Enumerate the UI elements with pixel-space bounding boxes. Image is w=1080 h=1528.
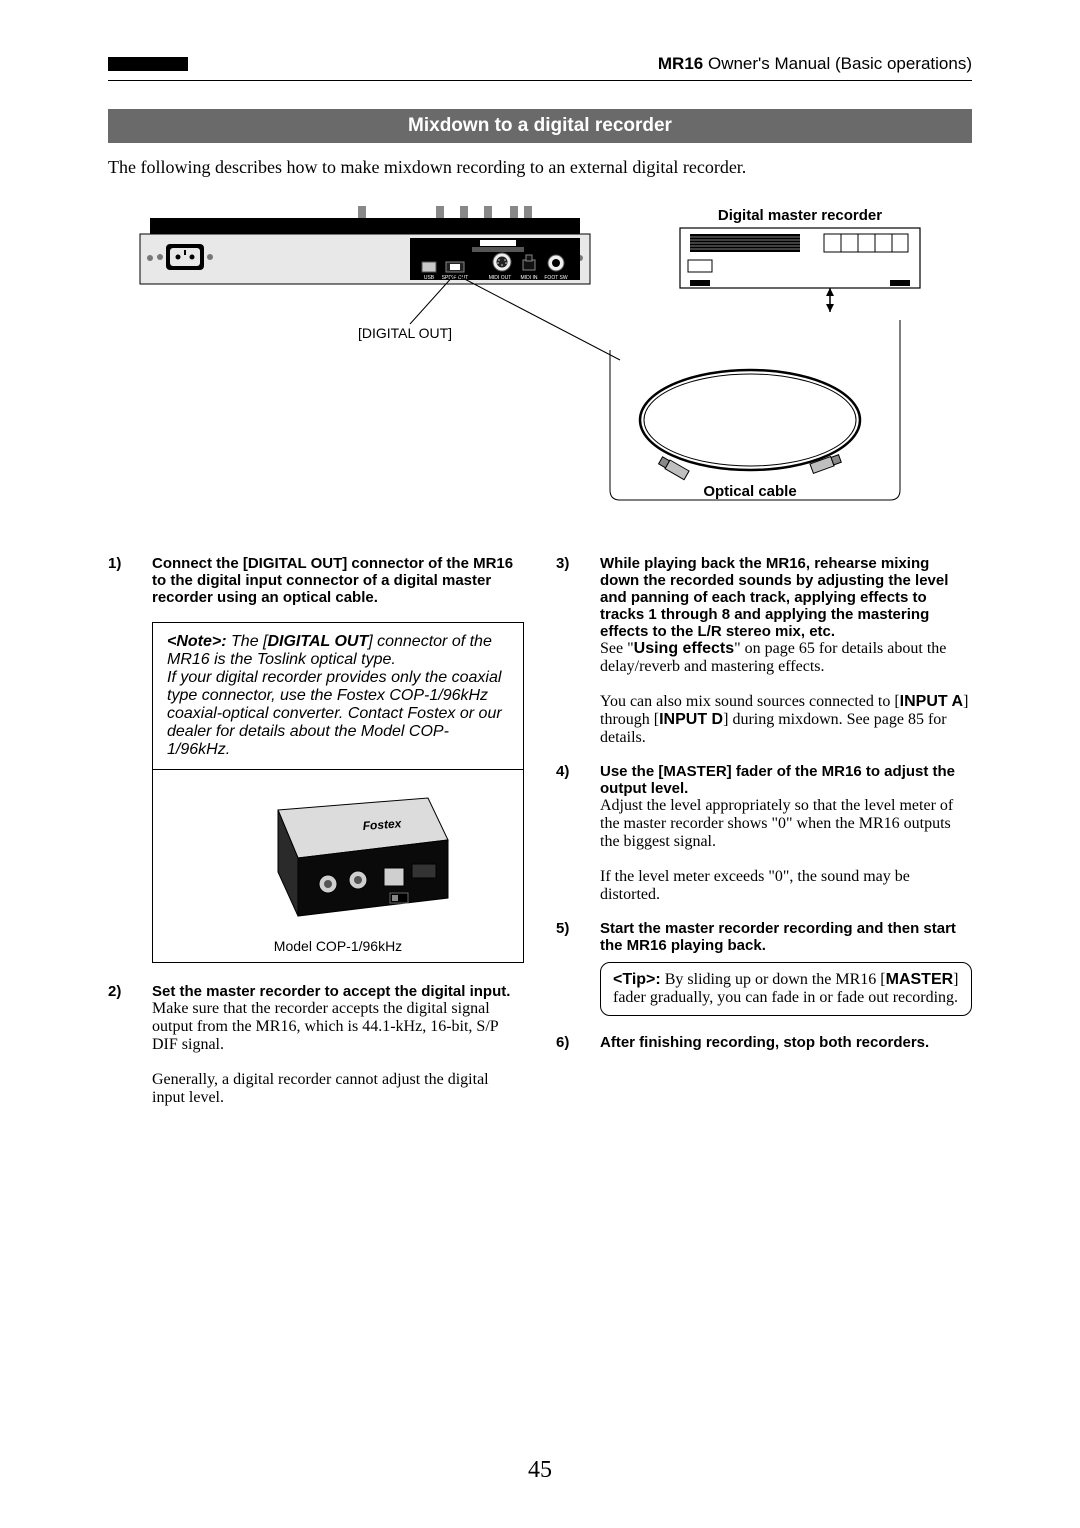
midiout-label: MIDI OUT bbox=[489, 275, 512, 281]
step-4-num: 4) bbox=[556, 763, 600, 904]
step-5-num: 5) bbox=[556, 920, 600, 954]
optical-cable-icon: Optical cable bbox=[640, 370, 860, 500]
note-label: <Note>: bbox=[167, 633, 227, 650]
page-header: MR16 Owner's Manual (Basic operations) bbox=[108, 54, 972, 74]
step-5-head: Start the master recorder recording and … bbox=[600, 920, 972, 954]
optical-cable-label: Optical cable bbox=[703, 483, 796, 500]
header-rule bbox=[108, 80, 972, 81]
svg-text:Fostex: Fostex bbox=[362, 816, 403, 833]
dmr-label: Digital master recorder bbox=[718, 207, 882, 224]
s3p2d: INPUT D bbox=[659, 711, 723, 728]
step-4-head: Use the [MASTER] fader of the MR16 to ad… bbox=[600, 763, 972, 797]
tip-label: <Tip>: bbox=[613, 971, 661, 988]
connection-diagram: USB SPDIF OUT MIDI OUT MIDI IN FOOT SW [… bbox=[108, 200, 972, 510]
step-6: 6) After finishing recording, stop both … bbox=[556, 1034, 972, 1051]
step-2-head: Set the master recorder to accept the di… bbox=[152, 983, 524, 1000]
step-2-num: 2) bbox=[108, 983, 152, 1107]
step-2-p1: Make sure that the recorder accepts the … bbox=[152, 1000, 524, 1054]
left-column: 1) Connect the [DIGITAL OUT] connector o… bbox=[108, 555, 524, 1123]
step-1-num: 1) bbox=[108, 555, 152, 606]
tip-box: <Tip>: By sliding up or down the MR16 [M… bbox=[600, 962, 972, 1016]
note-b1: The [ bbox=[227, 633, 268, 650]
step-4-p1: Adjust the level appropriately so that t… bbox=[600, 797, 972, 851]
step-4-p2: If the level meter exceeds "0", the soun… bbox=[600, 868, 972, 904]
usb-label: USB bbox=[424, 275, 435, 281]
step-3-num: 3) bbox=[556, 555, 600, 747]
header-product: MR16 bbox=[658, 54, 703, 73]
step-6-num: 6) bbox=[556, 1034, 600, 1051]
step-4: 4) Use the [MASTER] fader of the MR16 to… bbox=[556, 763, 972, 904]
midiin-label: MIDI IN bbox=[521, 275, 538, 281]
step-2-p2: Generally, a digital recorder cannot adj… bbox=[152, 1071, 524, 1107]
spdif-label: SPDIF OUT bbox=[442, 275, 469, 281]
tip-bold1: MASTER bbox=[886, 971, 954, 988]
note-bold1: DIGITAL OUT bbox=[267, 633, 368, 650]
note-rest: If your digital recorder provides only t… bbox=[167, 669, 509, 759]
step-1-head: Connect the [DIGITAL OUT] connector of t… bbox=[152, 555, 524, 606]
section-title: Mixdown to a digital recorder bbox=[108, 109, 972, 143]
page-number: 45 bbox=[0, 1457, 1080, 1484]
header-rest: Owner's Manual (Basic operations) bbox=[703, 54, 972, 73]
mr16-rear-panel: USB SPDIF OUT MIDI OUT MIDI IN FOOT SW bbox=[140, 206, 590, 284]
s3p2b: INPUT A bbox=[900, 693, 963, 710]
step-3-p2: You can also mix sound sources connected… bbox=[600, 693, 972, 747]
s3p1b: Using effects bbox=[634, 640, 734, 657]
step-5: 5) Start the master recorder recording a… bbox=[556, 920, 972, 954]
s3p2a: You can also mix sound sources connected… bbox=[600, 693, 900, 710]
footsw-label: FOOT SW bbox=[544, 275, 568, 281]
digital-out-label: [DIGITAL OUT] bbox=[358, 325, 452, 341]
digital-master-recorder: Digital master recorder bbox=[680, 207, 920, 288]
header-bar bbox=[108, 57, 188, 71]
step-6-head: After finishing recording, stop both rec… bbox=[600, 1034, 972, 1051]
right-column: 3) While playing back the MR16, rehearse… bbox=[556, 555, 972, 1123]
intro-text: The following describes how to make mixd… bbox=[108, 157, 972, 178]
header-text: MR16 Owner's Manual (Basic operations) bbox=[188, 54, 972, 74]
step-1: 1) Connect the [DIGITAL OUT] connector o… bbox=[108, 555, 524, 606]
s3p1a: See " bbox=[600, 640, 634, 657]
cop-image: Fostex bbox=[167, 780, 509, 930]
cop-caption: Model COP-1/96kHz bbox=[167, 938, 509, 954]
step-3-p1: See "Using effects" on page 65 for detai… bbox=[600, 640, 972, 676]
steps-columns: 1) Connect the [DIGITAL OUT] connector o… bbox=[108, 555, 972, 1123]
step-2: 2) Set the master recorder to accept the… bbox=[108, 983, 524, 1107]
cop-box: Fostex Model COP-1/96kHz bbox=[152, 769, 524, 963]
tip-b1: By sliding up or down the MR16 [ bbox=[661, 971, 886, 988]
step-3-head: While playing back the MR16, rehearse mi… bbox=[600, 555, 972, 640]
step-3: 3) While playing back the MR16, rehearse… bbox=[556, 555, 972, 747]
note-box: <Note>: The [DIGITAL OUT] connector of t… bbox=[152, 622, 524, 769]
